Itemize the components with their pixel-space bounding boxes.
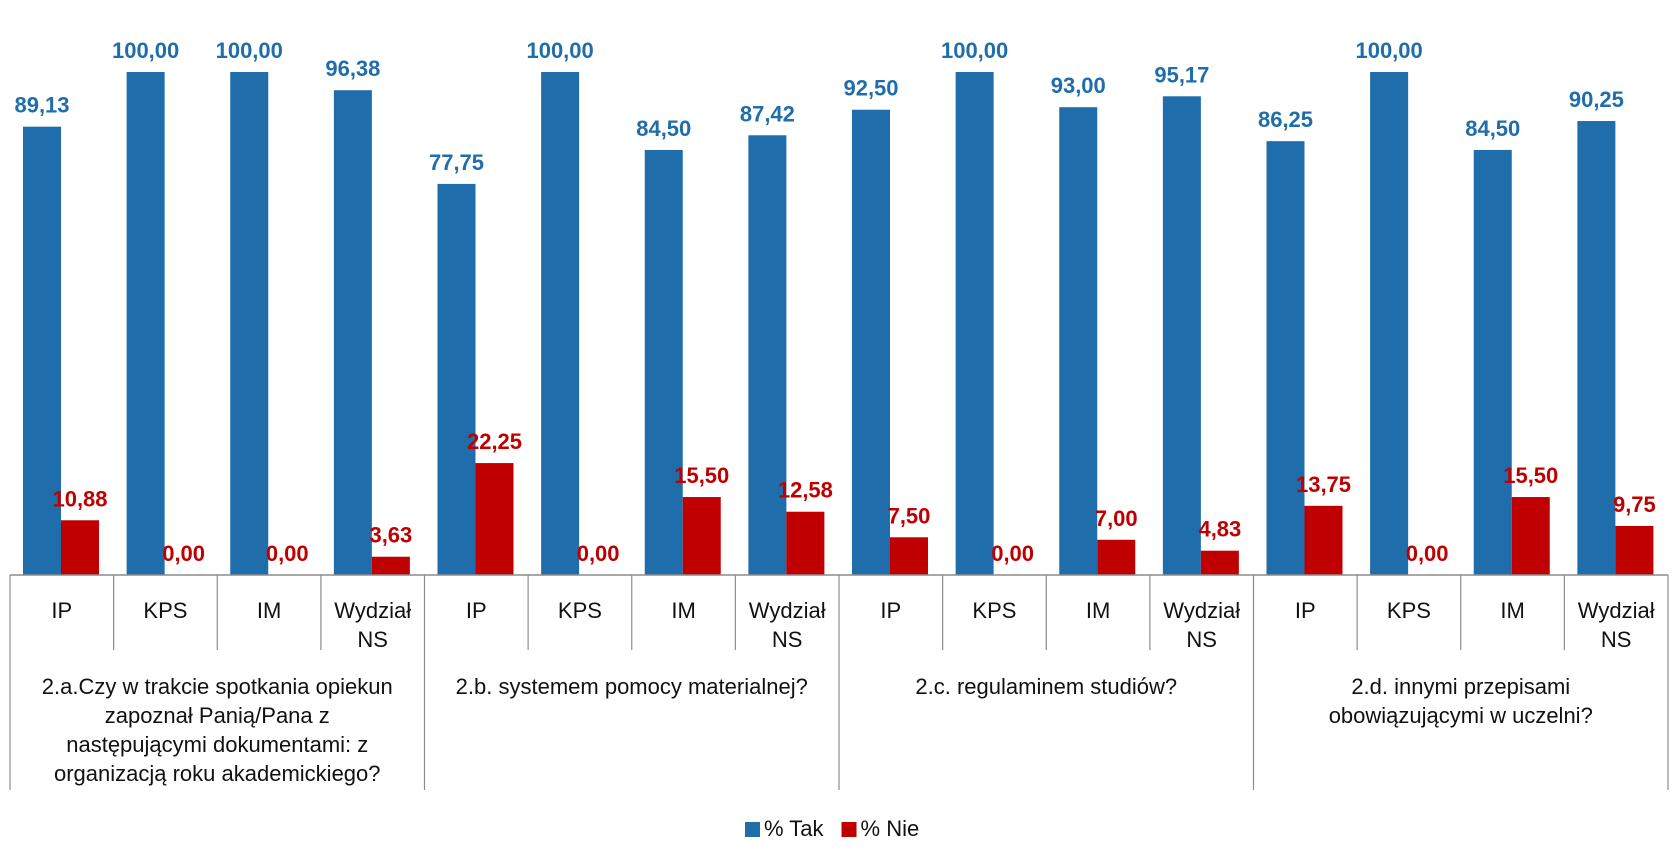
bar [852,109,890,575]
bar [126,72,165,575]
value-label: 84,50 [636,116,691,141]
legend-swatch [745,822,760,837]
bar [1200,550,1239,575]
value-label: 93,00 [1051,73,1106,98]
value-label: 77,75 [429,150,484,175]
value-label: 100,00 [1355,38,1422,63]
value-label: 0,00 [577,541,620,566]
value-label: 100,00 [941,38,1008,63]
value-label: 0,00 [266,541,309,566]
x-tick-label: IP [51,598,73,623]
bar [748,135,787,575]
bar [1615,525,1654,575]
value-label: 84,50 [1465,116,1520,141]
value-label: 13,75 [1296,472,1351,497]
x-tick-label: IP [1294,598,1316,623]
x-tick-label: Wydział NS [334,598,412,652]
x-tick-label: KPS [557,598,602,623]
value-label: 7,00 [1095,506,1138,531]
value-label: 12,58 [778,478,833,503]
bar [1059,107,1098,576]
bar [1266,141,1305,575]
x-tick-label: IM [671,598,696,623]
bar [1162,96,1201,576]
value-label: 86,25 [1258,107,1313,132]
bar [644,149,683,575]
bar [1511,497,1550,575]
value-label: 0,00 [1406,541,1449,566]
value-label: 90,25 [1569,87,1624,112]
value-label: 100,00 [112,38,179,63]
bar [786,511,825,575]
x-tick-label: Wydział NS [1577,598,1655,652]
x-tick-label: IM [1500,598,1525,623]
value-label: 10,88 [52,486,107,511]
value-label: 3,63 [369,523,412,548]
bar [371,556,410,575]
value-label: 92,50 [843,76,898,101]
value-label: 96,38 [325,56,380,81]
bar [1304,505,1343,575]
bar [1097,539,1136,575]
x-tick-label: IM [1085,598,1111,623]
value-label: 100,00 [216,38,283,63]
bar [955,72,994,575]
bar [475,463,514,575]
x-tick-label: IM [256,598,282,623]
x-tick-label: Wydział NS [748,598,826,652]
value-label: 0,00 [162,541,205,566]
value-label: 15,50 [674,463,729,488]
value-label: 0,00 [991,541,1034,566]
bar [437,183,476,576]
bar [230,72,269,575]
value-label: 100,00 [526,38,593,63]
x-tick-label: KPS [1386,598,1431,623]
group-label: 2.a.Czy w trakcie spotkania opiekun zapo… [41,674,393,786]
x-tick-label: IP [465,598,487,623]
bar [61,520,99,575]
value-label: 89,13 [14,93,69,118]
value-label: 15,50 [1503,463,1558,488]
bar [333,90,372,575]
value-label: 95,17 [1154,62,1209,87]
x-tick-label: KPS [143,598,188,623]
bar [1577,121,1616,575]
bar [1473,149,1512,575]
group-label: 2.b. systemem pomocy materialnej? [455,674,808,699]
value-label: 87,42 [740,101,795,126]
bar [23,126,61,576]
x-tick-label: Wydział NS [1163,598,1241,652]
value-label: 4,83 [1198,517,1241,542]
group-label: 2.c. regulaminem studiów? [915,674,1178,699]
legend-swatch [841,822,857,837]
value-label: 7,50 [888,503,931,528]
group-label: 2.d. innymi przepisami obowiązującymi w … [1328,674,1593,728]
legend-label: % Nie [861,816,920,841]
legend-label: % Tak [764,816,825,841]
x-tick-label: KPS [972,598,1017,623]
bar [890,537,928,575]
value-label: 9,75 [1613,492,1656,517]
value-label: 22,25 [467,429,522,454]
x-tick-label: IP [880,598,902,623]
bar [541,72,580,575]
bar [682,497,721,575]
bar [1370,72,1409,575]
